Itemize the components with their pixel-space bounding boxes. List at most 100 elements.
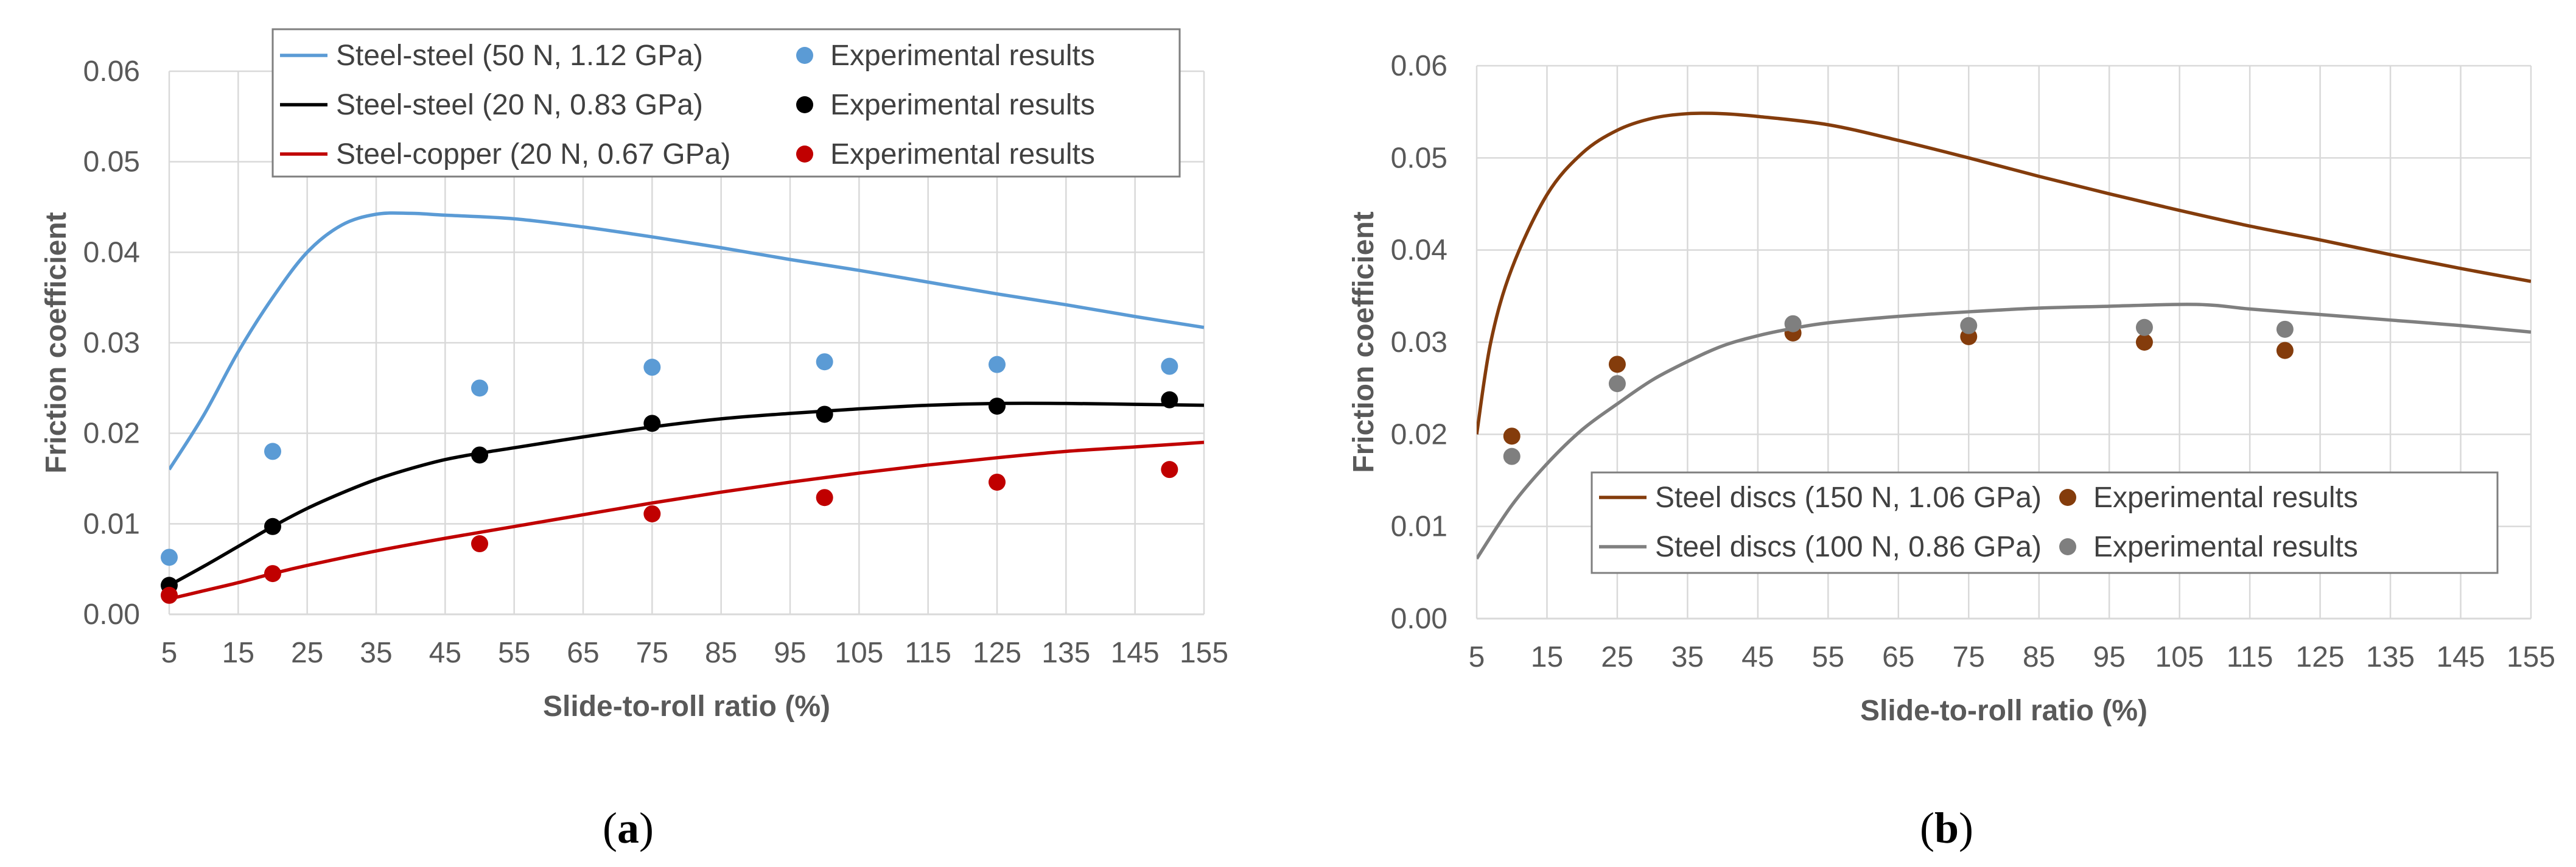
y-axis-label: Friction coefficient [40,212,72,473]
data-point [471,446,488,464]
data-point [1784,315,1802,332]
data-point [989,398,1006,415]
series-line-3 [169,401,1204,587]
x-tick-label: 5 [1469,641,1485,673]
x-tick-label: 35 [1671,641,1704,673]
x-tick-label: 105 [2155,641,2204,673]
data-point [1960,317,1978,334]
data-point [1608,375,1626,393]
x-tick-label: 15 [222,637,254,669]
x-tick-label: 45 [1741,641,1774,673]
data-point [264,443,281,460]
data-point [161,586,178,604]
y-tick-label: 0.04 [83,236,140,269]
y-tick-label: 0.03 [1391,326,1447,359]
series-line-5 [169,440,1204,601]
data-point [643,415,661,432]
data-point [1161,391,1178,409]
data-point [1503,448,1521,465]
x-tick-label: 145 [2436,641,2485,673]
panel-label: (a) [603,804,654,852]
data-point [2276,342,2294,359]
data-point [2135,318,2153,336]
x-tick-label: 125 [973,637,1021,669]
data-point [471,379,488,397]
y-tick-label: 0.02 [1391,418,1447,451]
x-tick-label: 35 [360,637,392,669]
x-tick-label: 65 [1882,641,1914,673]
data-point [1161,461,1178,479]
x-axis-label: Slide-to-roll ratio (%) [1860,695,2147,727]
legend-entry-label: Experimental results [830,89,1095,121]
x-tick-label: 135 [1041,637,1090,669]
data-point [1608,356,1626,373]
panel-label: (b) [1920,804,1973,852]
series-line-1 [169,211,1204,471]
legend-entry-label: Experimental results [2093,482,2358,514]
x-tick-label: 25 [291,637,323,669]
y-tick-label: 0.00 [83,598,140,631]
data-point [2135,334,2153,351]
legend-entry-label: Experimental results [830,138,1095,170]
y-tick-label: 0.03 [83,327,140,359]
series-line-3 [1477,303,2531,560]
legend: Steel-steel (50 N, 1.12 GPa) Experimental… [271,28,1181,178]
data-point [1161,357,1178,375]
legend-marker-swatch [2059,489,2076,506]
y-tick-label: 0.05 [1391,142,1447,174]
chart-1: 0.00 0.01 0.02 0.03 0.04 0.05 0.06 5 15 25 35 45 55 6… [40,28,1228,852]
legend-box [1591,471,2499,574]
data-point [816,353,833,371]
data-point [2276,320,2294,338]
y-tick-label: 0.01 [83,508,140,540]
y-tick-label: 0.06 [83,55,140,88]
series-line-1 [1477,111,2531,435]
y-tick-label: 0.05 [83,146,140,178]
x-tick-label: 155 [1180,637,1228,669]
chart-2: 0.00 0.01 0.02 0.03 0.04 0.05 0.06 5 15 25 35 45 55 6… [1348,50,2555,852]
data-point [643,359,661,376]
x-tick-label: 145 [1111,637,1160,669]
x-tick-label: 115 [2227,641,2273,673]
legend-marker-swatch [2059,538,2076,555]
y-tick-label: 0.04 [1391,234,1447,267]
x-tick-label: 45 [429,637,461,669]
x-tick-label: 85 [705,637,737,669]
x-tick-label: 15 [1531,641,1563,673]
legend-marker-swatch [796,47,813,64]
y-tick-label: 0.01 [1391,511,1447,543]
x-tick-label: 135 [2366,641,2415,673]
y-axis-label: Friction coefficient [1348,211,1380,472]
x-tick-label: 75 [1953,641,1985,673]
x-tick-label: 95 [2093,641,2126,673]
x-tick-label: 155 [2507,641,2555,673]
legend-marker-swatch [796,146,813,163]
data-point [1503,427,1521,445]
legend: Steel discs (150 N, 1.06 GPa) Experimenta… [1591,471,2499,574]
y-tick-label: 0.06 [1391,50,1447,82]
legend-entry-label: Steel-steel (20 N, 0.83 GPa) [336,89,703,121]
x-tick-label: 95 [774,637,806,669]
x-tick-label: 5 [161,637,178,669]
data-point [816,405,833,423]
x-tick-label: 105 [835,637,883,669]
legend-entry-label: Steel-copper (20 N, 0.67 GPa) [336,138,730,170]
x-tick-label: 115 [905,637,951,669]
data-point [816,489,833,507]
data-point [471,535,488,553]
x-tick-label: 55 [498,637,530,669]
data-point [264,565,281,583]
legend-entry-label: Steel discs (150 N, 1.06 GPa) [1655,482,2042,514]
x-tick-label: 75 [636,637,668,669]
data-point [264,518,281,535]
data-point [989,356,1006,373]
x-tick-label: 85 [2023,641,2055,673]
legend-entry-label: Steel discs (100 N, 0.86 GPa) [1655,531,2042,563]
x-axis-label: Slide-to-roll ratio (%) [543,690,830,723]
legend-entry-label: Experimental results [2093,531,2358,563]
y-tick-label: 0.02 [83,418,140,450]
x-tick-label: 65 [567,637,599,669]
x-tick-label: 25 [1601,641,1633,673]
